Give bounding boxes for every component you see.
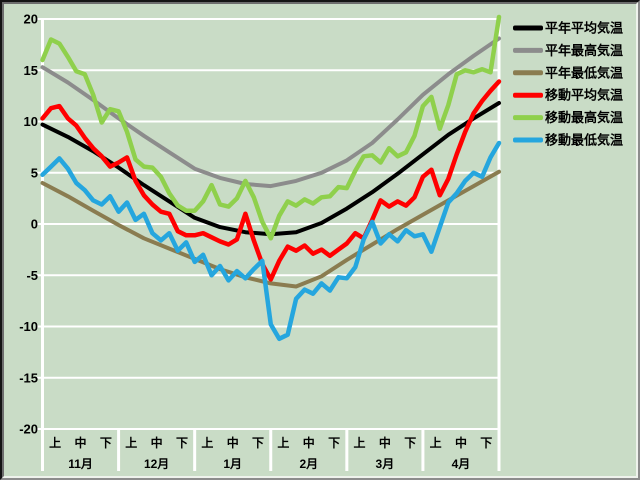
period-label: 上 xyxy=(277,435,289,450)
period-label: 下 xyxy=(404,436,416,450)
legend-label-moving-avg: 移動平均気温 xyxy=(545,88,623,103)
month-label: 3月 xyxy=(376,457,395,471)
line-moving-min xyxy=(40,140,502,342)
line-moving-max xyxy=(40,14,502,241)
y-tick-label: 20 xyxy=(24,12,38,27)
line-normal-min xyxy=(40,169,501,289)
legend-swatch-moving-avg xyxy=(513,92,543,98)
month-label: 12月 xyxy=(144,457,169,471)
legend-swatch-moving-min xyxy=(513,137,543,143)
month-label: 4月 xyxy=(452,457,471,471)
period-label: 上 xyxy=(430,435,442,450)
legend-swatch-normal-max xyxy=(513,47,543,53)
month-label: 1月 xyxy=(223,457,242,471)
period-label: 上 xyxy=(201,435,213,450)
period-label: 中 xyxy=(379,435,391,450)
period-label: 上 xyxy=(354,435,366,450)
y-tick-label: 10 xyxy=(24,114,38,129)
y-tick-label: 0 xyxy=(31,217,38,232)
period-label: 下 xyxy=(328,436,340,450)
period-label: 下 xyxy=(252,436,264,450)
legend-swatch-moving-max xyxy=(513,115,543,121)
legend-label-moving-max: 移動最高気温 xyxy=(545,110,623,125)
period-label: 下 xyxy=(176,436,188,450)
y-tick-label: -10 xyxy=(19,319,38,334)
legend-label-normal-avg: 平年平均気温 xyxy=(545,21,623,36)
period-label: 中 xyxy=(455,435,467,450)
period-label: 中 xyxy=(75,435,87,450)
y-tick-label: -15 xyxy=(19,370,38,385)
y-tick-label: 15 xyxy=(24,63,38,78)
legend-swatch-normal-avg xyxy=(513,25,543,31)
legend-label-moving-min: 移動最低気温 xyxy=(545,133,623,148)
period-label: 下 xyxy=(480,436,492,450)
month-label: 2月 xyxy=(299,457,318,471)
period-label: 中 xyxy=(151,435,163,450)
legend-label-normal-min: 平年最低気温 xyxy=(545,65,623,80)
y-tick-label: -5 xyxy=(26,268,38,283)
line-moving-avg xyxy=(40,79,502,282)
period-label: 上 xyxy=(49,435,61,450)
period-label: 中 xyxy=(303,435,315,450)
y-tick-label: -20 xyxy=(19,422,38,437)
period-label: 中 xyxy=(227,435,239,450)
y-tick-label: 5 xyxy=(31,165,38,180)
legend-swatch-normal-min xyxy=(513,70,543,76)
period-label: 上 xyxy=(125,435,137,450)
legend-label-normal-max: 平年最高気温 xyxy=(545,43,623,58)
period-label: 下 xyxy=(100,436,112,450)
month-label: 11月 xyxy=(68,457,93,471)
line-normal-max xyxy=(40,36,501,189)
